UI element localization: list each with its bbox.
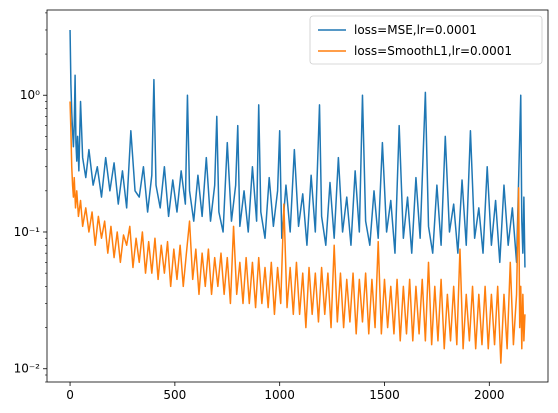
legend-box [309,15,543,65]
x-tick-label: 1500 [369,388,400,402]
y-tick-label: 10⁻² [14,362,41,376]
series-layer [69,29,526,364]
y-axis: 10⁻² 10⁻¹ 10⁰ [14,12,47,383]
y-tick-label: 10⁰ [20,88,40,102]
legend-label-2: loss=SmoothL1,lr=0.0001 [354,44,512,58]
x-tick-label: 1000 [264,388,295,402]
legend-label-1: loss=MSE,lr=0.0001 [354,23,477,37]
plot-frame [46,9,549,383]
x-axis: 0 500 1000 1500 2000 [66,382,505,402]
series-line-1 [69,29,526,268]
series-line-2 [69,101,526,364]
x-tick-label: 0 [66,388,74,402]
x-tick-label: 500 [163,388,186,402]
y-tick-label: 10⁻¹ [14,225,41,239]
x-tick-label: 2000 [474,388,505,402]
legend: loss=MSE,lr=0.0001 loss=SmoothL1,lr=0.000… [309,15,543,65]
